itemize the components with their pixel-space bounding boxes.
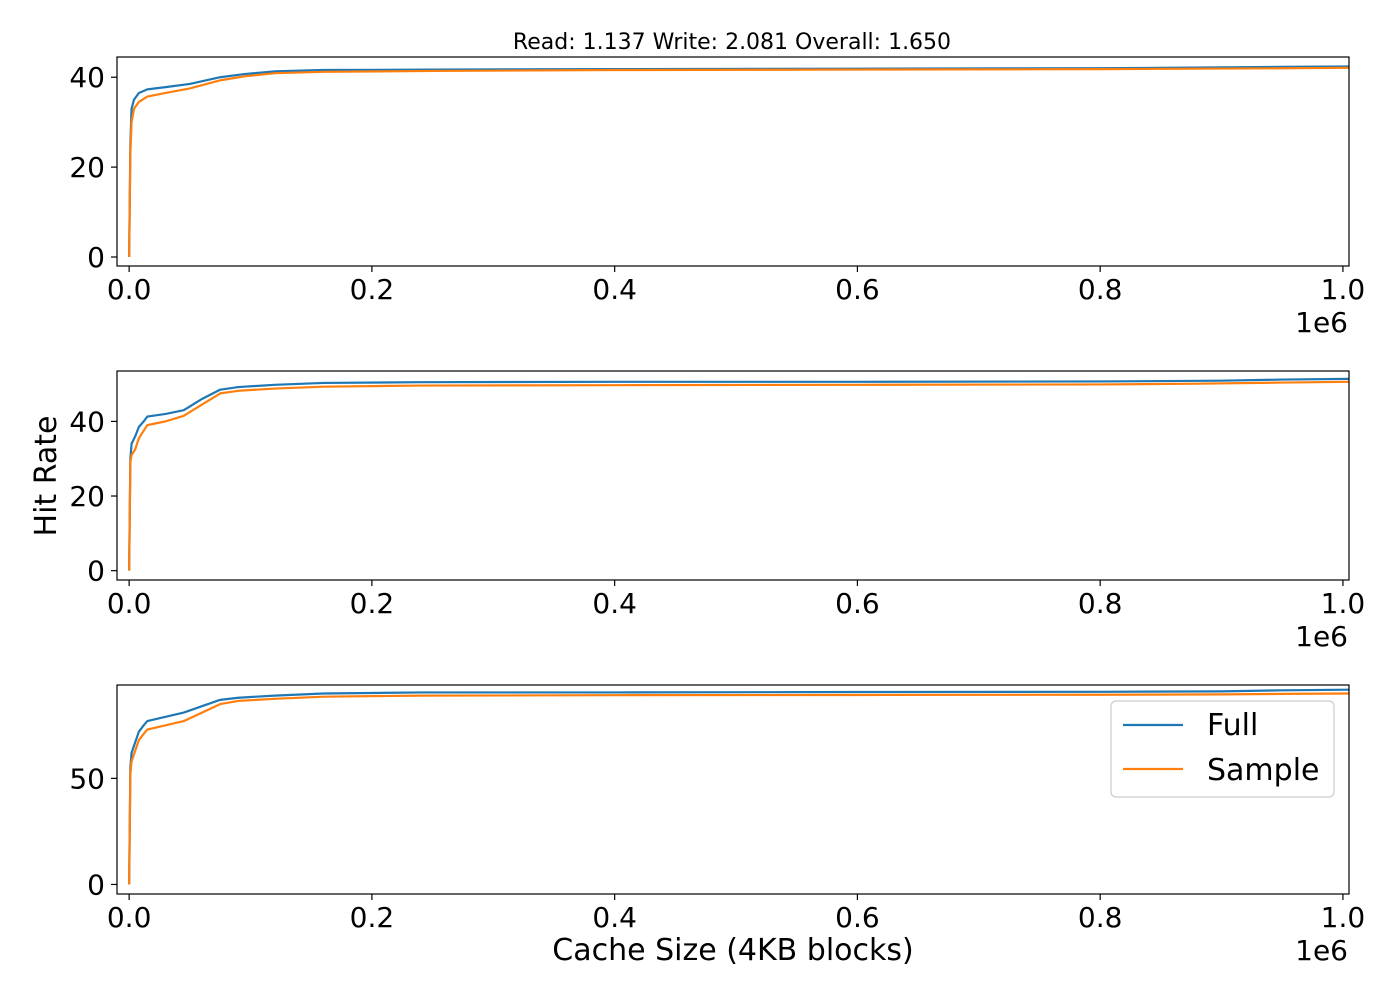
y-tick-label: 0 <box>87 555 105 588</box>
plot-frame <box>116 56 1350 267</box>
subplot-overall: 0.0 0.2 0.4 0.6 0.8 1.0 0 50 Cache Size (4KB bl… <box>69 684 1365 968</box>
axis-ticks: 0.0 0.2 0.4 0.6 0.8 1.0 0 20 40 <box>69 405 1365 620</box>
series-lines <box>128 377 1350 571</box>
x-tick-label: 0.4 <box>592 273 637 306</box>
y-axis-label: Hit Rate <box>29 416 64 537</box>
series-line-full <box>128 377 1350 571</box>
axis-ticks: 0.0 0.2 0.4 0.6 0.8 1.0 0 20 40 <box>69 61 1365 306</box>
series-line-sample <box>128 380 1350 571</box>
x-offset-label: 1e6 <box>1295 620 1348 653</box>
series-lines <box>128 65 1350 258</box>
axis-ticks: 0.0 0.2 0.4 0.6 0.8 1.0 0 50 <box>69 762 1365 934</box>
series-line-full <box>128 688 1350 885</box>
y-tick-label: 20 <box>69 480 105 513</box>
series-line-sample <box>128 692 1350 885</box>
series-line-full <box>128 65 1350 258</box>
x-tick-label: 0.8 <box>1078 587 1123 620</box>
chart-title: Read: 1.137 Write: 2.081 Overall: 1.650 <box>513 30 951 55</box>
subplot-read: Read: 1.137 Write: 2.081 Overall: 1.650 … <box>69 30 1365 339</box>
x-tick-label: 0.0 <box>107 901 152 934</box>
x-tick-label: 1.0 <box>1321 901 1366 934</box>
y-tick-label: 0 <box>87 241 105 274</box>
series-lines <box>128 688 1350 885</box>
x-offset-label: 1e6 <box>1295 306 1348 339</box>
x-tick-label: 0.0 <box>107 273 152 306</box>
subplot-write: 0.0 0.2 0.4 0.6 0.8 1.0 0 20 40 Hit Rate 1e6 <box>29 370 1365 653</box>
x-tick-label: 1.0 <box>1321 587 1366 620</box>
x-tick-label: 1.0 <box>1321 273 1366 306</box>
x-tick-label: 0.0 <box>107 587 152 620</box>
x-tick-label: 0.8 <box>1078 901 1123 934</box>
x-axis-label: Cache Size (4KB blocks) <box>552 933 913 968</box>
series-line-sample <box>128 66 1350 258</box>
y-tick-label: 20 <box>69 151 105 184</box>
x-tick-label: 0.6 <box>835 587 880 620</box>
y-tick-label: 40 <box>69 61 105 94</box>
y-tick-label: 50 <box>69 762 105 795</box>
x-tick-label: 0.8 <box>1078 273 1123 306</box>
x-tick-label: 0.2 <box>350 901 395 934</box>
y-tick-label: 0 <box>87 868 105 901</box>
x-tick-label: 0.4 <box>592 901 637 934</box>
x-offset-label: 1e6 <box>1295 934 1348 967</box>
plot-frame <box>116 370 1350 581</box>
y-tick-label: 40 <box>69 405 105 438</box>
legend-label-full: Full <box>1207 708 1258 743</box>
legend: Full Sample <box>1110 700 1335 798</box>
x-tick-label: 0.4 <box>592 587 637 620</box>
x-tick-label: 0.6 <box>835 901 880 934</box>
x-tick-label: 0.2 <box>350 587 395 620</box>
plot-frame <box>116 684 1350 895</box>
x-tick-label: 0.2 <box>350 273 395 306</box>
x-tick-label: 0.6 <box>835 273 880 306</box>
legend-label-sample: Sample <box>1207 753 1320 788</box>
